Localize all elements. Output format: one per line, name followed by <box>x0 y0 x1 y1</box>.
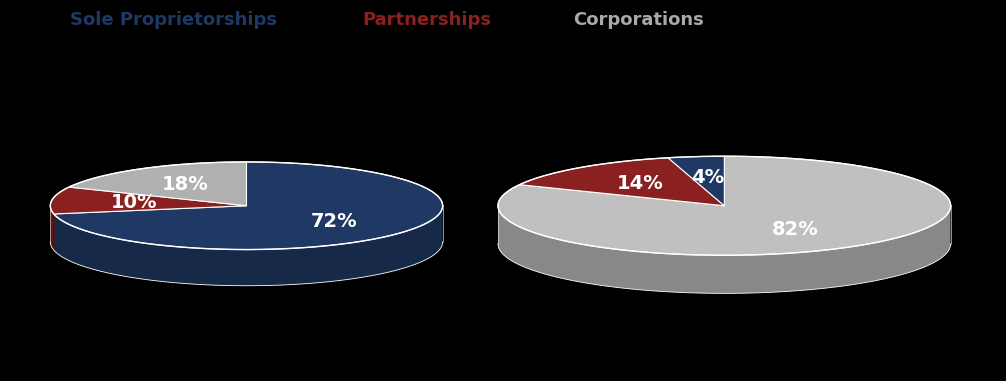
Text: 4%: 4% <box>691 168 724 187</box>
Polygon shape <box>53 162 443 250</box>
Polygon shape <box>519 158 724 206</box>
Text: 18%: 18% <box>162 175 209 194</box>
Text: Partnerships: Partnerships <box>362 11 491 29</box>
Text: 72%: 72% <box>311 213 357 231</box>
Polygon shape <box>50 206 53 250</box>
Polygon shape <box>498 156 951 255</box>
Text: 10%: 10% <box>111 193 157 212</box>
Text: Corporations: Corporations <box>573 11 704 29</box>
Text: Sole Proprietorships: Sole Proprietorships <box>70 11 278 29</box>
Polygon shape <box>498 207 951 293</box>
Polygon shape <box>53 207 443 286</box>
Polygon shape <box>69 162 246 206</box>
Text: 14%: 14% <box>618 174 664 193</box>
Polygon shape <box>668 156 724 206</box>
Text: 82%: 82% <box>772 221 818 240</box>
Polygon shape <box>50 187 246 214</box>
